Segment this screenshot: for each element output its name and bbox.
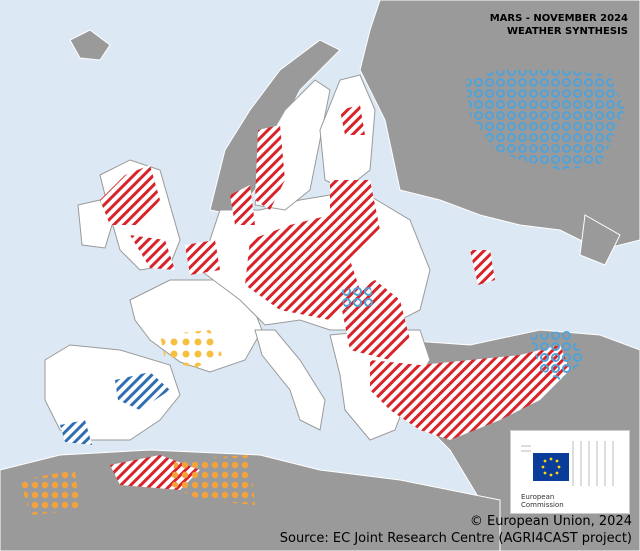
logo-graphic xyxy=(521,441,614,486)
title-line: WEATHER SYNTHESIS xyxy=(507,26,628,37)
logo-line: European xyxy=(521,493,555,501)
credits: © European Union, 2024 Source: EC Joint … xyxy=(280,513,632,547)
map-title: MARS - NOVEMBER 2024 WEATHER SYNTHESIS xyxy=(490,12,628,38)
logo-line: Commission xyxy=(521,501,564,509)
ec-logo: European Commission xyxy=(510,430,630,514)
source: Source: EC Joint Research Centre (AGRI4C… xyxy=(279,531,632,546)
anomaly-areas xyxy=(20,70,625,515)
title-line: MARS - NOVEMBER 2024 xyxy=(489,13,628,24)
logo-text: European Commission xyxy=(521,493,564,509)
copyright: © European Union, 2024 xyxy=(469,514,632,529)
